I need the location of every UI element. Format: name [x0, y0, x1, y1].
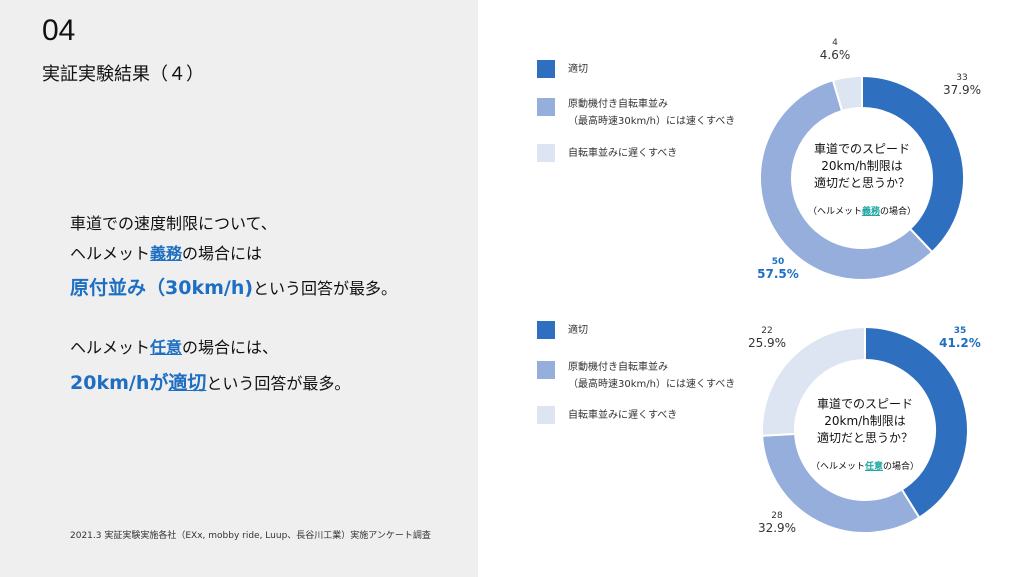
legend2-label-faster-a: 原動機付き自転車並み	[568, 362, 668, 373]
chart2-center-sub: （ヘルメット任意の場合）	[780, 459, 950, 476]
legend1-label-faster: 原動機付き自転車並み （最高時速30km/h）には速くすべき	[568, 96, 735, 130]
chart2-sub-b: 任意	[864, 462, 883, 472]
chart1-center-text: 車道でのスピード 20km/h制限は 適切だと思うか？ （ヘルメット義務の場合）	[777, 141, 947, 221]
chart1-center-line3: 適切だと思うか？	[813, 176, 910, 190]
legend2-label-appropriate: 適切	[568, 325, 588, 336]
chart1-value-slower: 4	[832, 38, 838, 48]
chart1-pct-slower: 4.6%	[819, 48, 851, 62]
legend1-swatch-slower	[537, 144, 555, 162]
chart1-slice-slower	[831, 74, 863, 113]
chart2-pct-faster: 32.9%	[757, 521, 797, 535]
chart1-value-faster: 50	[771, 257, 785, 267]
chart2-value-slower: 22	[761, 326, 773, 336]
chart1-label-slower: 4 4.6%	[805, 37, 865, 61]
chart1-sub-b: 義務	[861, 207, 880, 217]
chart1-slice-appropriate	[861, 74, 965, 254]
left-panel	[0, 0, 478, 577]
chart2-sub-a: （ヘルメット	[810, 462, 865, 472]
legend2-swatch-faster	[537, 361, 555, 379]
chart2-center-line3: 適切だと思うか？	[816, 431, 913, 445]
legend2-swatch-slower	[537, 406, 555, 424]
chart1-pct-faster: 57.5%	[757, 267, 799, 281]
para1-line2: ヘルメット義務の場合には	[70, 240, 262, 264]
text-20kmh: 20km/hが	[70, 372, 169, 394]
para1-line3: 原付並み（30km/h)という回答が最多。	[70, 273, 397, 300]
chart1-sub-c: の場合）	[880, 207, 917, 217]
para2-line1: ヘルメット任意の場合には、	[70, 334, 278, 358]
para1-line1: 車道での速度制限について、	[70, 214, 277, 233]
chart2-center-text: 車道でのスピード 20km/h制限は 適切だと思うか？ （ヘルメット任意の場合）	[780, 396, 950, 476]
chart1-value-appropriate: 33	[956, 73, 968, 83]
legend2-label-faster: 原動機付き自転車並み （最高時速30km/h）には速くすべき	[568, 359, 735, 393]
text-moped-speed: 原付並み（30km/h)	[70, 277, 254, 299]
text-most-answer-2: という回答が最多。	[206, 374, 351, 393]
slide-number: 04	[42, 14, 76, 47]
chart2-center-line1: 車道でのスピード	[816, 397, 913, 411]
text-helmet-2: ヘルメット	[70, 338, 151, 357]
chart2-value-appropriate: 35	[953, 326, 967, 336]
text-case: の場合には	[182, 244, 263, 263]
chart2-slice-appropriate	[864, 325, 969, 519]
text-appropriate: 適切	[168, 372, 207, 394]
slide-title: 実証実験結果（４）	[42, 64, 204, 85]
chart2-label-appropriate: 35 41.2%	[930, 325, 990, 349]
legend1-label-appropriate: 適切	[568, 64, 588, 75]
text-most-answer: という回答が最多。	[253, 279, 398, 298]
chart2-label-faster: 28 32.9%	[747, 510, 807, 534]
text-mandatory: 義務	[150, 244, 183, 263]
chart1-center-line1: 車道でのスピード	[813, 142, 910, 156]
chart1-center-sub: （ヘルメット義務の場合）	[777, 204, 947, 221]
text-helmet: ヘルメット	[70, 244, 151, 263]
chart2-value-faster: 28	[771, 511, 783, 521]
chart2-sub-c: の場合）	[883, 462, 920, 472]
chart2-label-slower: 22 25.9%	[737, 325, 797, 349]
chart1-label-appropriate: 33 37.9%	[932, 72, 992, 96]
text-case-2: の場合には、	[182, 338, 279, 357]
legend1-swatch-faster	[537, 98, 555, 116]
chart2-pct-slower: 25.9%	[747, 336, 787, 350]
legend2-label-slower: 自転車並みに遅くすべき	[568, 410, 678, 421]
chart1-pct-appropriate: 37.9%	[942, 83, 982, 97]
legend1-swatch-appropriate	[537, 60, 555, 78]
legend2-label-faster-b: （最高時速30km/h）には速くすべき	[568, 379, 736, 390]
chart1-center-line2: 20km/h制限は	[821, 159, 903, 173]
chart1-slice-faster	[759, 78, 934, 281]
legend1-label-slower: 自転車並みに遅くすべき	[568, 148, 678, 159]
text-optional: 任意	[150, 338, 183, 357]
para2-line2: 20km/hが適切という回答が最多。	[70, 368, 350, 395]
chart2-center-line2: 20km/h制限は	[824, 414, 906, 428]
legend1-label-faster-b: （最高時速30km/h）には速くすべき	[568, 116, 736, 127]
legend2-swatch-appropriate	[537, 321, 555, 339]
legend1-label-faster-a: 原動機付き自転車並み	[568, 99, 668, 110]
chart2-slice-faster	[761, 432, 921, 534]
chart1-sub-a: （ヘルメット	[807, 207, 862, 217]
chart2-slice-slower	[761, 325, 866, 437]
chart1-label-faster: 50 57.5%	[748, 256, 808, 280]
chart2-pct-appropriate: 41.2%	[939, 336, 981, 350]
source-note: 2021.3 実証実験実施各社（EXx, mobby ride, Luup、長谷…	[70, 531, 431, 541]
